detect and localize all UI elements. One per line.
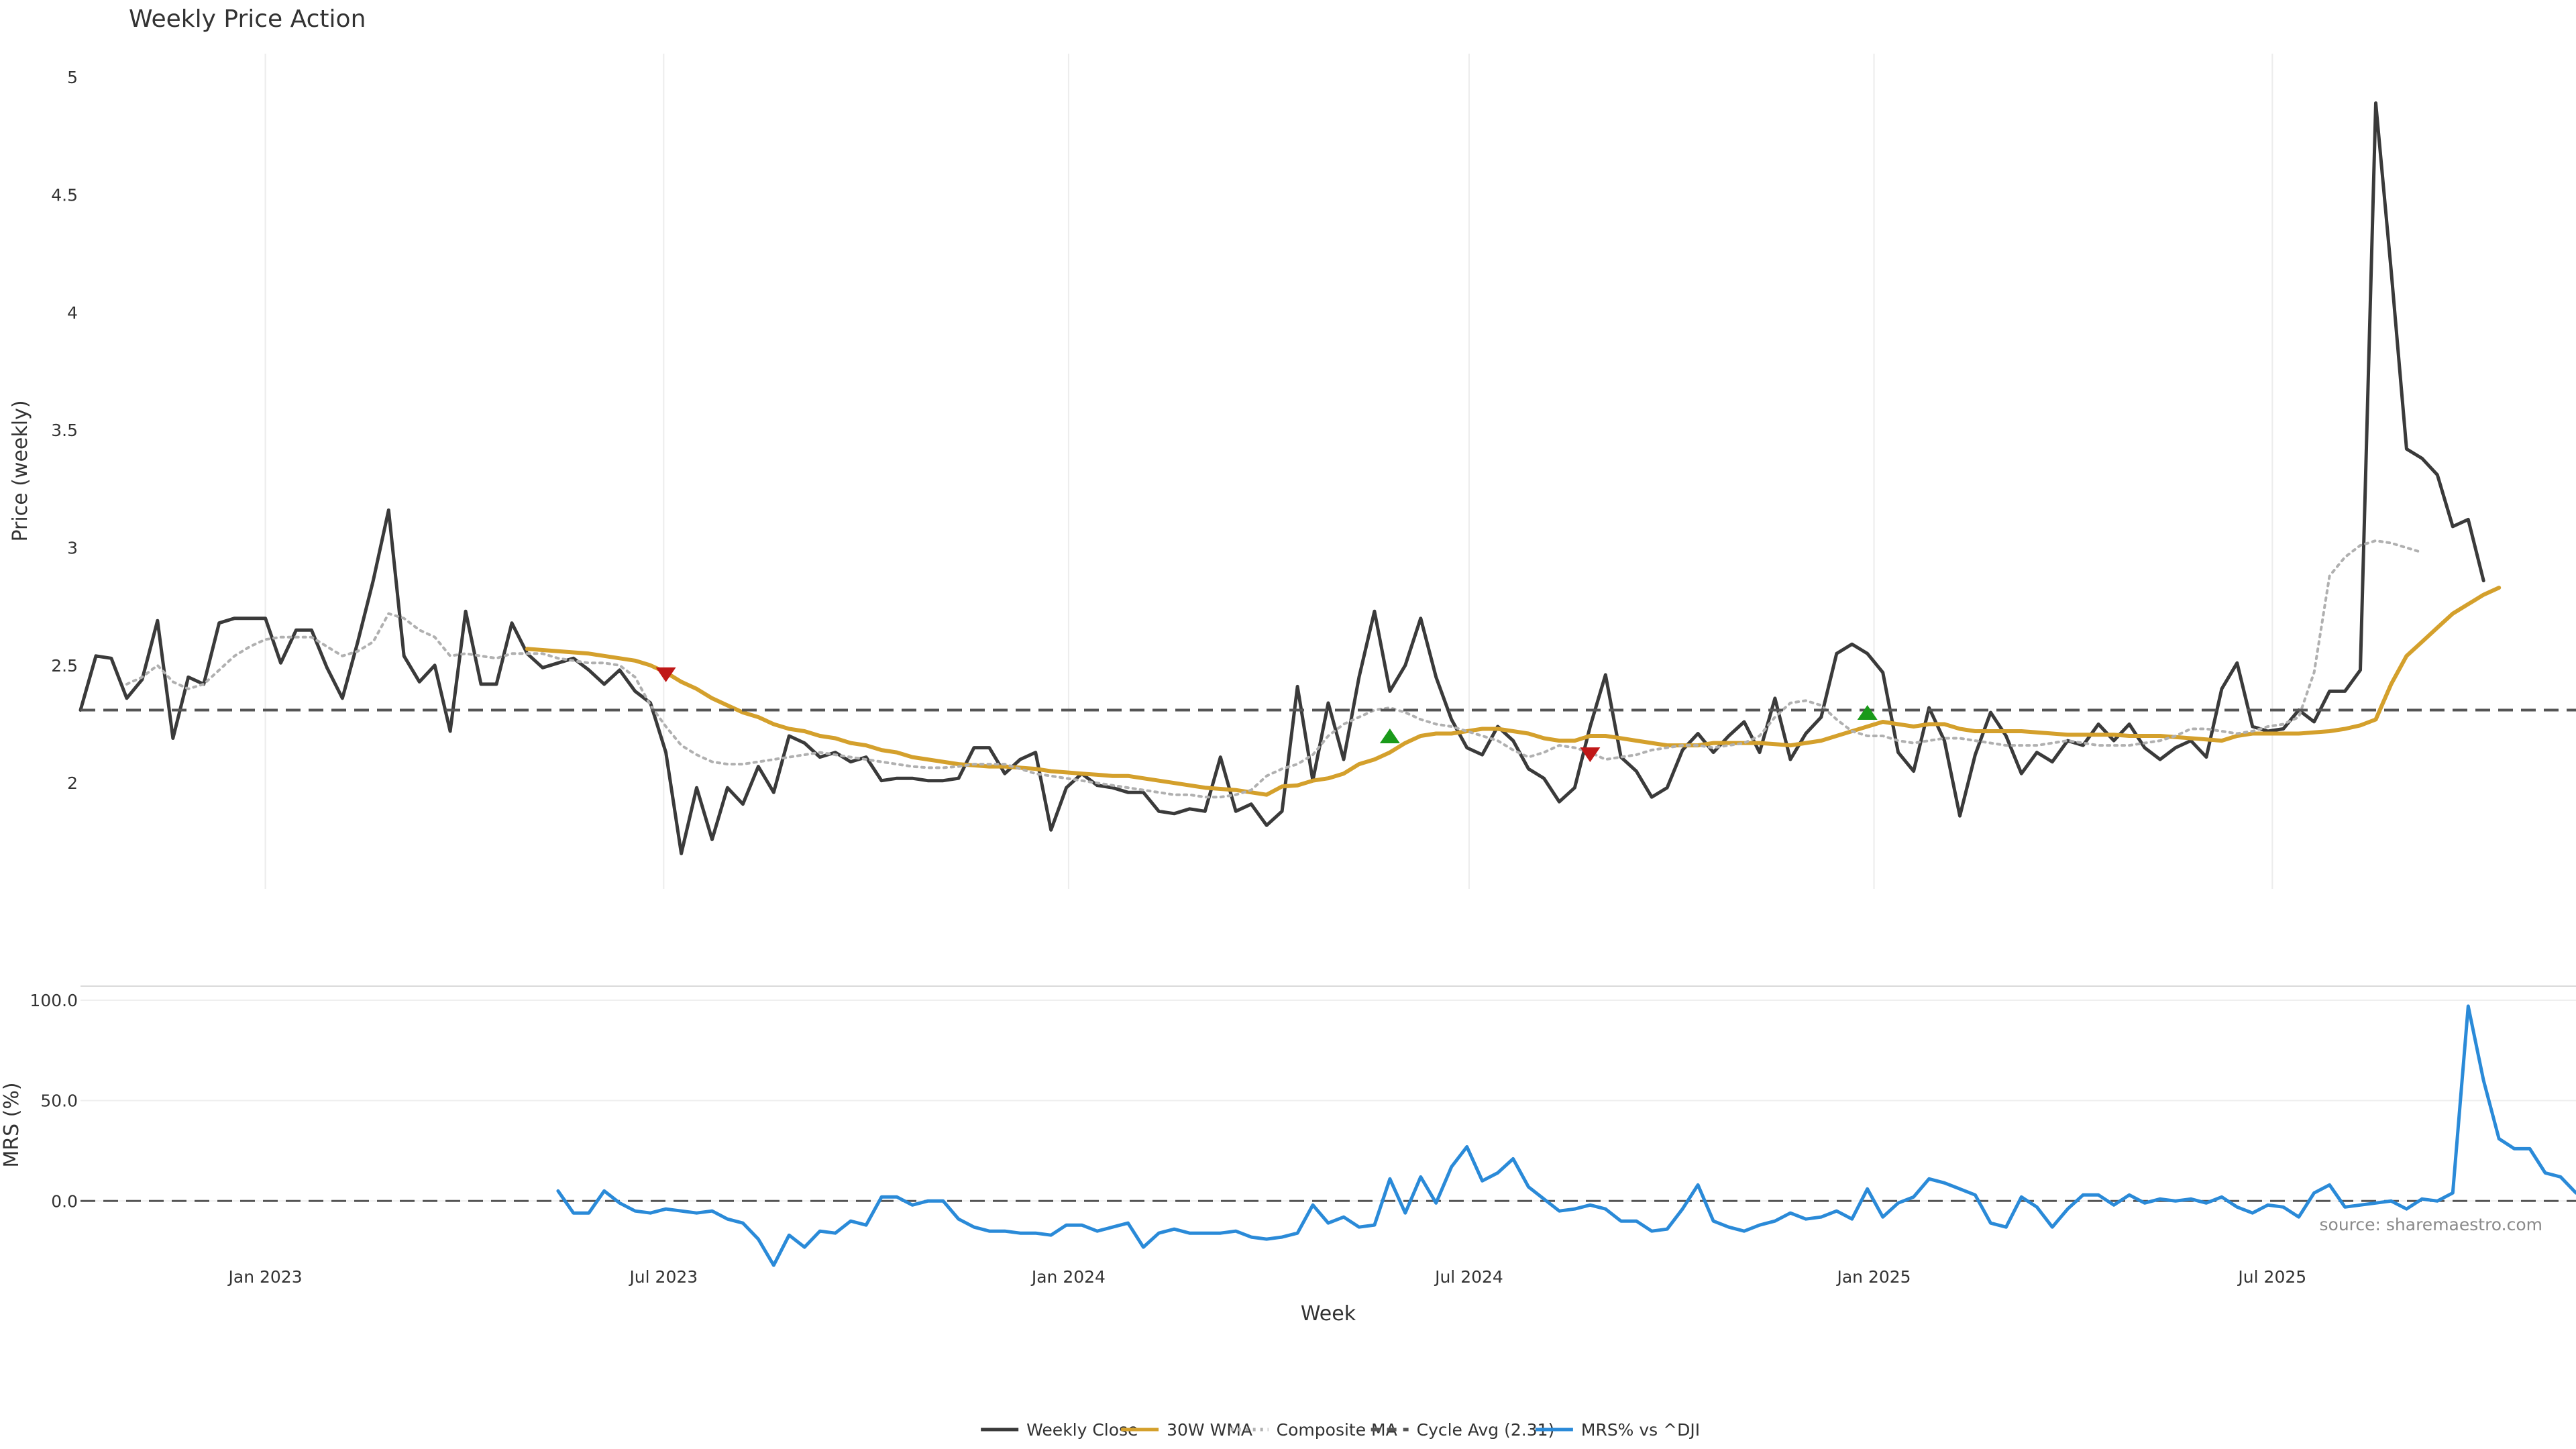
x-axis-ticks: Jan 2023 Jul 2023 Jan 2024 Jul 2024 Jan 2025… [227, 1267, 2307, 1287]
y-tick-label: 3 [67, 538, 78, 557]
legend-label-cycle-avg-2-31: Cycle Avg (2.31) [1417, 1420, 1555, 1440]
y-tick-label: 4.5 [51, 185, 78, 205]
x-tick-label: Jan 2023 [227, 1267, 303, 1287]
x-tick-label: Jan 2024 [1030, 1267, 1106, 1287]
y-tick-label: 0.0 [51, 1191, 78, 1211]
price-y-axis-label: Price (weekly) [9, 400, 32, 541]
x-tick-label: Jul 2024 [1434, 1267, 1503, 1287]
x-axis-label: Week [1301, 1302, 1356, 1326]
buy-signal-marker [1857, 704, 1878, 720]
buy-signal-marker [1379, 729, 1400, 744]
y-tick-label: 50.0 [40, 1091, 78, 1111]
series-line-30w-wma [525, 586, 2502, 797]
legend: Weekly Close 30W WMA Composite MA Cycle Avg… [981, 1420, 1700, 1440]
x-tick-label: Jul 2025 [2237, 1267, 2306, 1287]
mrs-panel: 0.0 50.0 100.0 [30, 985, 2576, 1267]
y-tick-label: 4 [67, 303, 78, 323]
mrs-y-axis-label: MRS (%) [0, 1082, 23, 1167]
legend-label-mrs-vs-dji: MRS% vs ^DJI [1581, 1420, 1700, 1440]
source-annotation: source: sharemaestro.com [2320, 1215, 2543, 1234]
sell-signal-marker [1580, 747, 1601, 763]
legend-label-weekly-close: Weekly Close [1026, 1420, 1138, 1440]
x-tick-label: Jan 2025 [1835, 1267, 1911, 1287]
price-panel: 2 2.5 3 3.5 4 4.5 5 [51, 54, 2576, 889]
sell-signal-marker [655, 667, 676, 682]
chart-title: Weekly Price Action [129, 5, 366, 33]
series-line-weekly-close [78, 101, 2485, 855]
y-tick-label: 5 [67, 68, 78, 87]
x-tick-label: Jul 2023 [628, 1267, 698, 1287]
y-tick-label: 100.0 [30, 991, 78, 1010]
y-tick-label: 2 [67, 773, 78, 793]
series-line-composite-ma [125, 539, 2424, 799]
series-line-mrs-vs-dji [556, 1004, 2576, 1267]
y-tick-label: 2.5 [51, 656, 78, 676]
y-tick-label: 3.5 [51, 421, 78, 440]
